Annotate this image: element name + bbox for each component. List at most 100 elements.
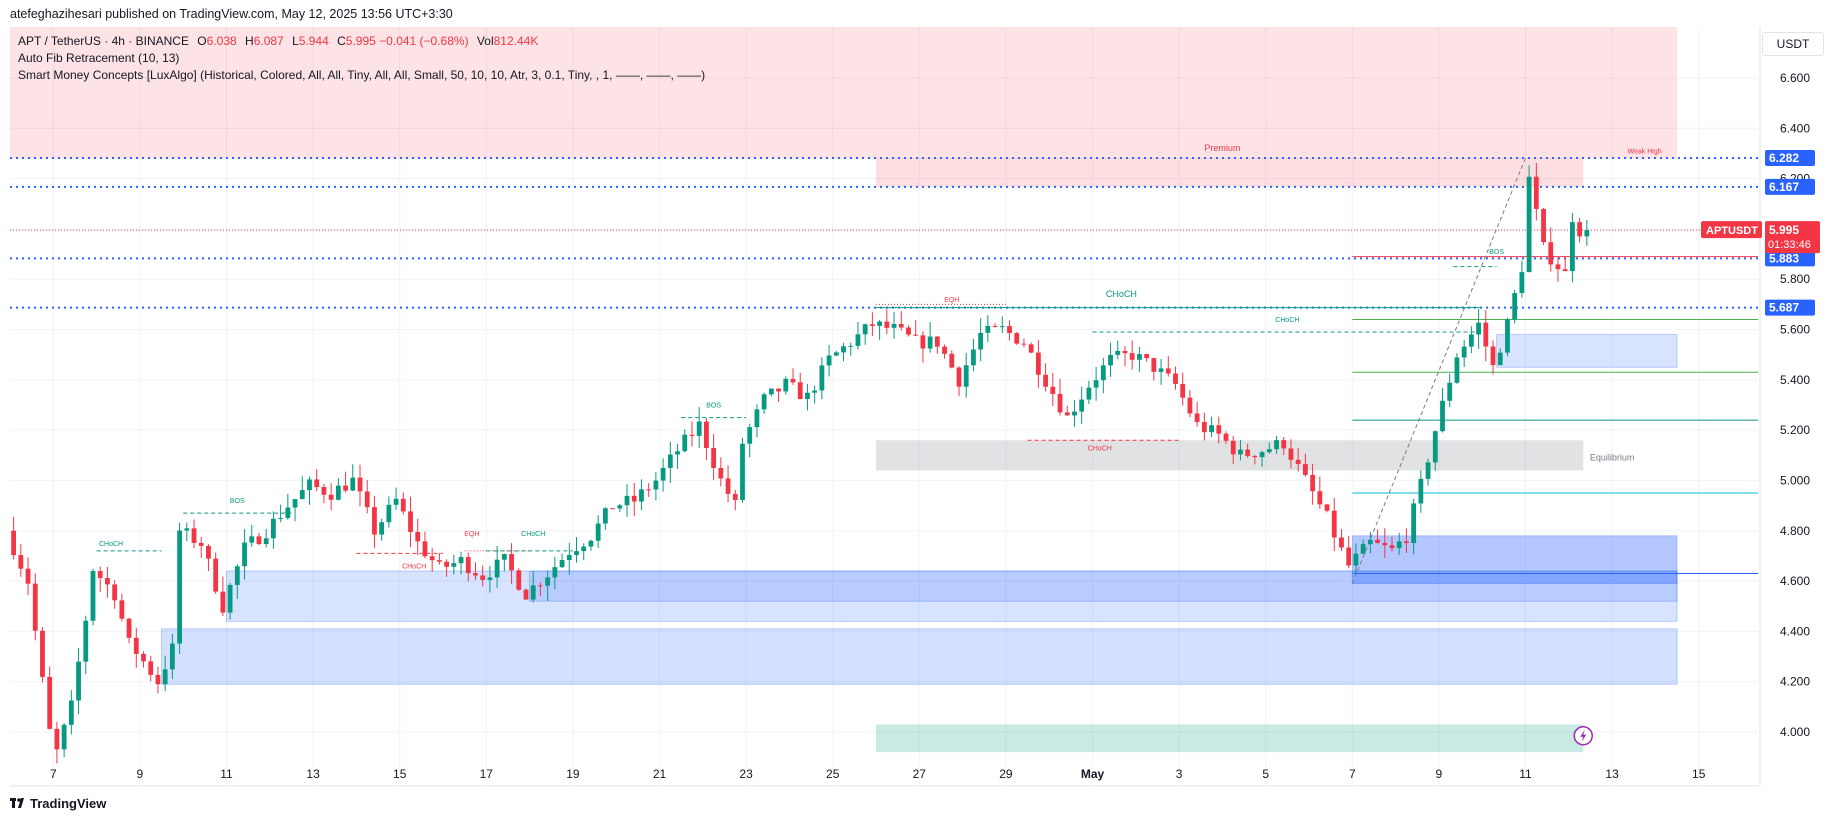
candle-body — [1310, 474, 1316, 492]
x-tick-label: 17 — [480, 767, 494, 781]
publish-line: atefeghazihesari published on TradingVie… — [10, 7, 453, 21]
x-tick-label: 15 — [393, 767, 407, 781]
candle — [32, 573, 38, 641]
candle — [906, 325, 911, 337]
currency-selector[interactable]: USDT — [1762, 32, 1824, 56]
candle-body — [797, 382, 803, 400]
candle-body — [1223, 433, 1229, 441]
candle-body — [1093, 380, 1099, 388]
candle — [1144, 353, 1150, 362]
candle — [812, 385, 818, 404]
candle-body — [249, 536, 255, 543]
candle-body — [754, 409, 760, 428]
candle — [1129, 340, 1135, 370]
candle-body — [393, 498, 399, 505]
symbol-info[interactable]: APT / TetherUS · 4h · BINANCE — [18, 34, 189, 48]
candle-body — [805, 392, 810, 400]
tradingview-brand[interactable]: TradingView — [10, 796, 106, 811]
candle-body — [848, 345, 854, 347]
candle-body — [855, 334, 861, 346]
chart-legend: APT / TetherUS · 4h · BINANCE O6.038 H6.… — [18, 33, 705, 84]
price-tag-5.883 — [1765, 250, 1815, 267]
candle-body — [704, 421, 709, 448]
candle-body — [732, 493, 738, 500]
candle-body — [1086, 387, 1092, 400]
candle-body — [1252, 455, 1258, 458]
candle — [155, 666, 161, 694]
indicator-fib[interactable]: Auto Fib Retracement (10, 13) — [18, 51, 180, 65]
candle — [1021, 338, 1027, 348]
candle — [1072, 400, 1077, 427]
candle — [422, 531, 428, 559]
candle — [660, 458, 666, 492]
candle-body — [689, 434, 695, 436]
candle-body — [942, 346, 947, 354]
candle — [718, 457, 724, 487]
candle-body — [422, 541, 428, 557]
candle-body — [436, 560, 442, 562]
candle-body — [631, 495, 637, 502]
candle — [1108, 342, 1113, 377]
price-axis[interactable]: 6.6006.4006.2006.0005.8005.6005.4005.200… — [1759, 27, 1810, 786]
candle-body — [653, 480, 659, 490]
candle — [133, 627, 139, 668]
candle — [1339, 529, 1344, 552]
candle — [1454, 353, 1460, 384]
candle — [978, 318, 984, 362]
candle — [675, 443, 680, 469]
candle-body — [400, 498, 406, 512]
candle-body — [1584, 230, 1590, 237]
candle — [386, 496, 392, 528]
candle — [1533, 162, 1539, 221]
smc-zones — [10, 27, 1678, 753]
candle-body — [1281, 440, 1287, 449]
candle — [682, 429, 688, 453]
candle-body — [1021, 343, 1027, 345]
candle — [1093, 366, 1099, 401]
candle-body — [1331, 510, 1337, 538]
candle — [357, 464, 363, 507]
candle — [595, 515, 601, 549]
candle — [1100, 357, 1106, 394]
zone-premium-box — [876, 157, 1584, 187]
candle-body — [1266, 449, 1272, 453]
candle — [797, 372, 803, 400]
candle — [1562, 257, 1568, 272]
countdown-text: 01:33:46 — [1768, 239, 1811, 251]
candle-body — [1064, 412, 1070, 416]
candle-body — [1317, 491, 1323, 505]
candle-body — [198, 542, 204, 546]
candle — [1425, 458, 1431, 486]
candle-body — [1043, 374, 1048, 387]
candle — [768, 388, 774, 397]
time-axis[interactable]: 7 9 11 13 15 17 19 21 23 25 27 29 May 3 5 7 9 11 13 15 — [10, 767, 1760, 787]
candle-body — [776, 388, 781, 392]
candle-body — [646, 489, 652, 491]
candle — [1259, 450, 1265, 467]
x-tick-label: 11 — [1519, 767, 1532, 781]
annotation-equilibrium: Equilibrium — [1590, 452, 1635, 462]
candle — [819, 357, 825, 400]
annotation-bos: BOS — [230, 498, 245, 505]
candle-body — [999, 326, 1005, 328]
candle — [963, 353, 969, 398]
indicator-smc[interactable]: Smart Money Concepts [LuxAlgo] (Historic… — [18, 68, 706, 82]
candle-body — [978, 332, 984, 350]
candle-body — [1562, 269, 1568, 272]
candle-body — [61, 724, 67, 750]
candle-body — [76, 661, 81, 701]
candle — [105, 566, 110, 598]
candle-body — [992, 325, 998, 327]
open-value: 6.038 — [206, 34, 237, 48]
candle-body — [97, 571, 103, 578]
candle-body — [1201, 422, 1207, 433]
candle — [465, 552, 471, 582]
zone-premium-area — [10, 27, 1678, 159]
candle — [97, 566, 103, 593]
candle-body — [1541, 208, 1546, 243]
candle-body — [1302, 464, 1308, 475]
candle — [1317, 476, 1323, 509]
candle — [473, 562, 478, 580]
candle — [934, 336, 940, 354]
